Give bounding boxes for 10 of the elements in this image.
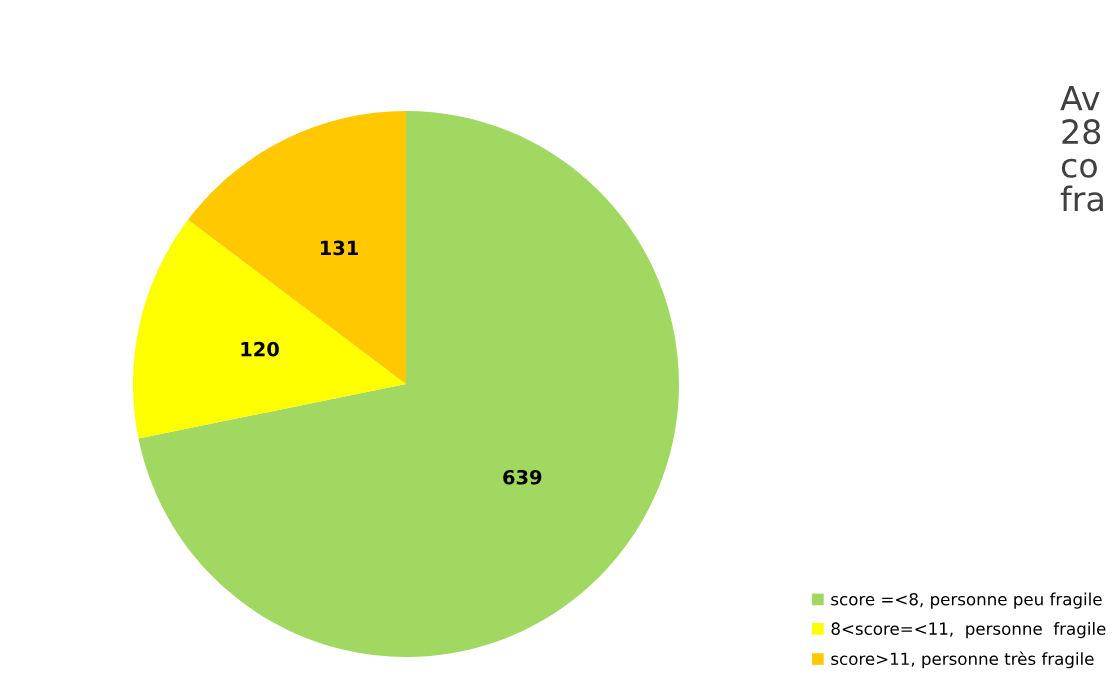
legend-label: score =<8, personne peu fragile <box>831 592 1102 609</box>
legend-label: score>11, personne très fragile <box>831 651 1094 669</box>
pie-slice <box>138 111 679 657</box>
text: Av 28 co fra <box>1060 86 1103 212</box>
legend-label: 8<score=<11, personne fragile <box>831 622 1106 639</box>
pie-slice <box>188 111 406 384</box>
data-label: 120 <box>241 341 279 357</box>
pie-slice <box>133 219 406 439</box>
data-label: 639 <box>503 469 542 485</box>
data-label: 131 <box>320 240 358 256</box>
